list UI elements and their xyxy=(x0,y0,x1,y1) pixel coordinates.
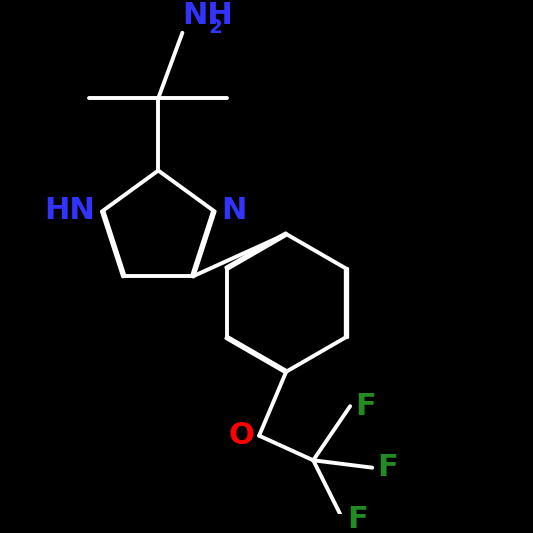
Text: 2: 2 xyxy=(208,18,222,37)
Text: F: F xyxy=(355,392,376,421)
Text: NH: NH xyxy=(182,1,233,30)
Text: O: O xyxy=(228,421,254,450)
Text: N: N xyxy=(221,197,247,225)
Text: F: F xyxy=(348,505,368,533)
Text: HN: HN xyxy=(44,197,95,225)
Text: F: F xyxy=(377,453,398,482)
